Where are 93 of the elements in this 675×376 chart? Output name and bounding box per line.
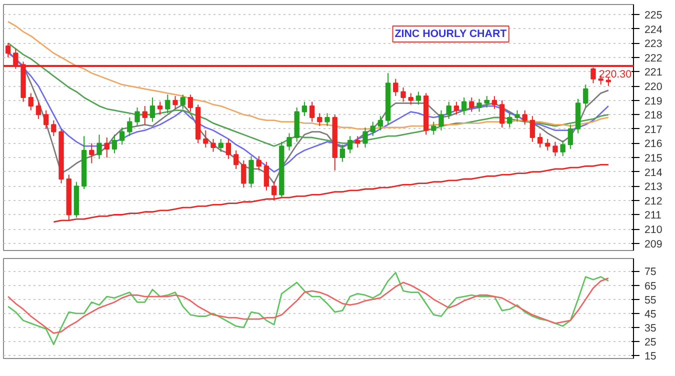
- candlestick: [499, 100, 505, 128]
- candlestick: [324, 112, 330, 127]
- y-tick-label: 222: [644, 52, 662, 64]
- y-tick-label: 225: [644, 10, 662, 22]
- candlestick: [150, 96, 156, 122]
- y-tick-label: 216: [644, 138, 662, 150]
- y-tick-label: 65: [644, 280, 656, 292]
- candlestick: [241, 160, 246, 188]
- candlestick: [43, 110, 49, 130]
- candlestick: [180, 94, 186, 110]
- candlestick: [484, 96, 490, 108]
- candlestick: [454, 101, 460, 116]
- candlestick: [271, 181, 277, 201]
- candlestick: [188, 94, 194, 112]
- y-tick-label: 215: [644, 152, 662, 165]
- candlestick: [264, 161, 270, 191]
- y-tick-label: 209: [644, 238, 662, 250]
- annotation: 220.30: [598, 68, 632, 81]
- y-tick-label: 212: [644, 195, 662, 208]
- candlestick: [469, 96, 474, 112]
- candlestick: [317, 112, 322, 127]
- candlestick: [89, 142, 94, 164]
- line-series: [52, 164, 610, 223]
- y-tick-label: 75: [644, 266, 656, 278]
- candlestick: [309, 101, 315, 122]
- candlestick: [218, 138, 224, 152]
- candlestick: [36, 101, 42, 120]
- candlestick: [142, 106, 148, 126]
- y-tick-label: 214: [644, 166, 662, 179]
- candlestick: [400, 86, 406, 102]
- candlestick: [560, 140, 566, 157]
- candlestick: [568, 124, 574, 150]
- candlestick: [431, 121, 436, 136]
- text: ZINC HOURLY CHART: [394, 28, 508, 40]
- line-series: [7, 278, 610, 334]
- candlestick: [302, 101, 308, 117]
- candlestick: [355, 136, 360, 148]
- candlestick: [134, 106, 140, 127]
- candlestick: [233, 150, 239, 170]
- candlestick: [210, 138, 216, 152]
- candlestick: [393, 78, 398, 97]
- candlestick: [537, 132, 543, 148]
- candlestick: [172, 96, 178, 110]
- candlestick: [96, 134, 102, 160]
- y-tick-label: 217: [644, 124, 662, 136]
- candlestick: [438, 110, 444, 131]
- candlestick: [256, 156, 262, 171]
- candlestick: [286, 132, 292, 151]
- candlestick: [165, 94, 170, 114]
- candlestick: [51, 120, 56, 137]
- candlestick: [514, 110, 520, 122]
- candlestick: [340, 144, 346, 162]
- y-tick-label: 213: [644, 181, 662, 194]
- y-tick-label: 219: [644, 95, 662, 108]
- candlestick: [119, 127, 125, 146]
- candlestick: [522, 110, 528, 126]
- candlestick: [157, 101, 163, 116]
- y-tick-label: 45: [644, 308, 656, 320]
- candlestick: [203, 130, 208, 148]
- candlestick: [507, 112, 512, 128]
- y-tick-label: 15: [644, 350, 656, 363]
- candlestick: [530, 116, 536, 142]
- candlestick: [127, 116, 132, 137]
- candlestick: [5, 42, 11, 58]
- candlestick: [416, 91, 422, 106]
- candlestick: [347, 136, 353, 154]
- candlestick: [248, 156, 254, 188]
- y-tick-label: 221: [644, 66, 662, 79]
- candlestick: [378, 116, 384, 131]
- candlestick: [408, 92, 414, 106]
- candlestick: [545, 138, 550, 151]
- y-tick-label: 218: [644, 110, 662, 122]
- candlestick: [28, 92, 34, 111]
- candlestick: [583, 84, 588, 108]
- line-series: [7, 272, 610, 346]
- candlestick: [446, 101, 452, 120]
- y-tick-label: 220: [644, 81, 662, 94]
- candlestick: [370, 121, 376, 137]
- y-tick-label: 224: [644, 24, 662, 36]
- candlestick: [476, 98, 482, 112]
- y-tick-label: 25: [644, 336, 656, 349]
- y-tick-label: 211: [644, 210, 662, 222]
- y-tick-label: 55: [644, 294, 656, 306]
- candlestick: [492, 96, 498, 110]
- candlestick: [112, 134, 118, 154]
- y-tick-label: 210: [644, 224, 662, 236]
- candlestick: [362, 127, 368, 148]
- candlestick: [461, 96, 467, 116]
- y-tick-label: 223: [644, 38, 662, 50]
- y-tick-label: 35: [644, 322, 656, 335]
- candlestick: [552, 141, 558, 157]
- candlestick: [104, 137, 110, 158]
- candlestick: [226, 138, 232, 160]
